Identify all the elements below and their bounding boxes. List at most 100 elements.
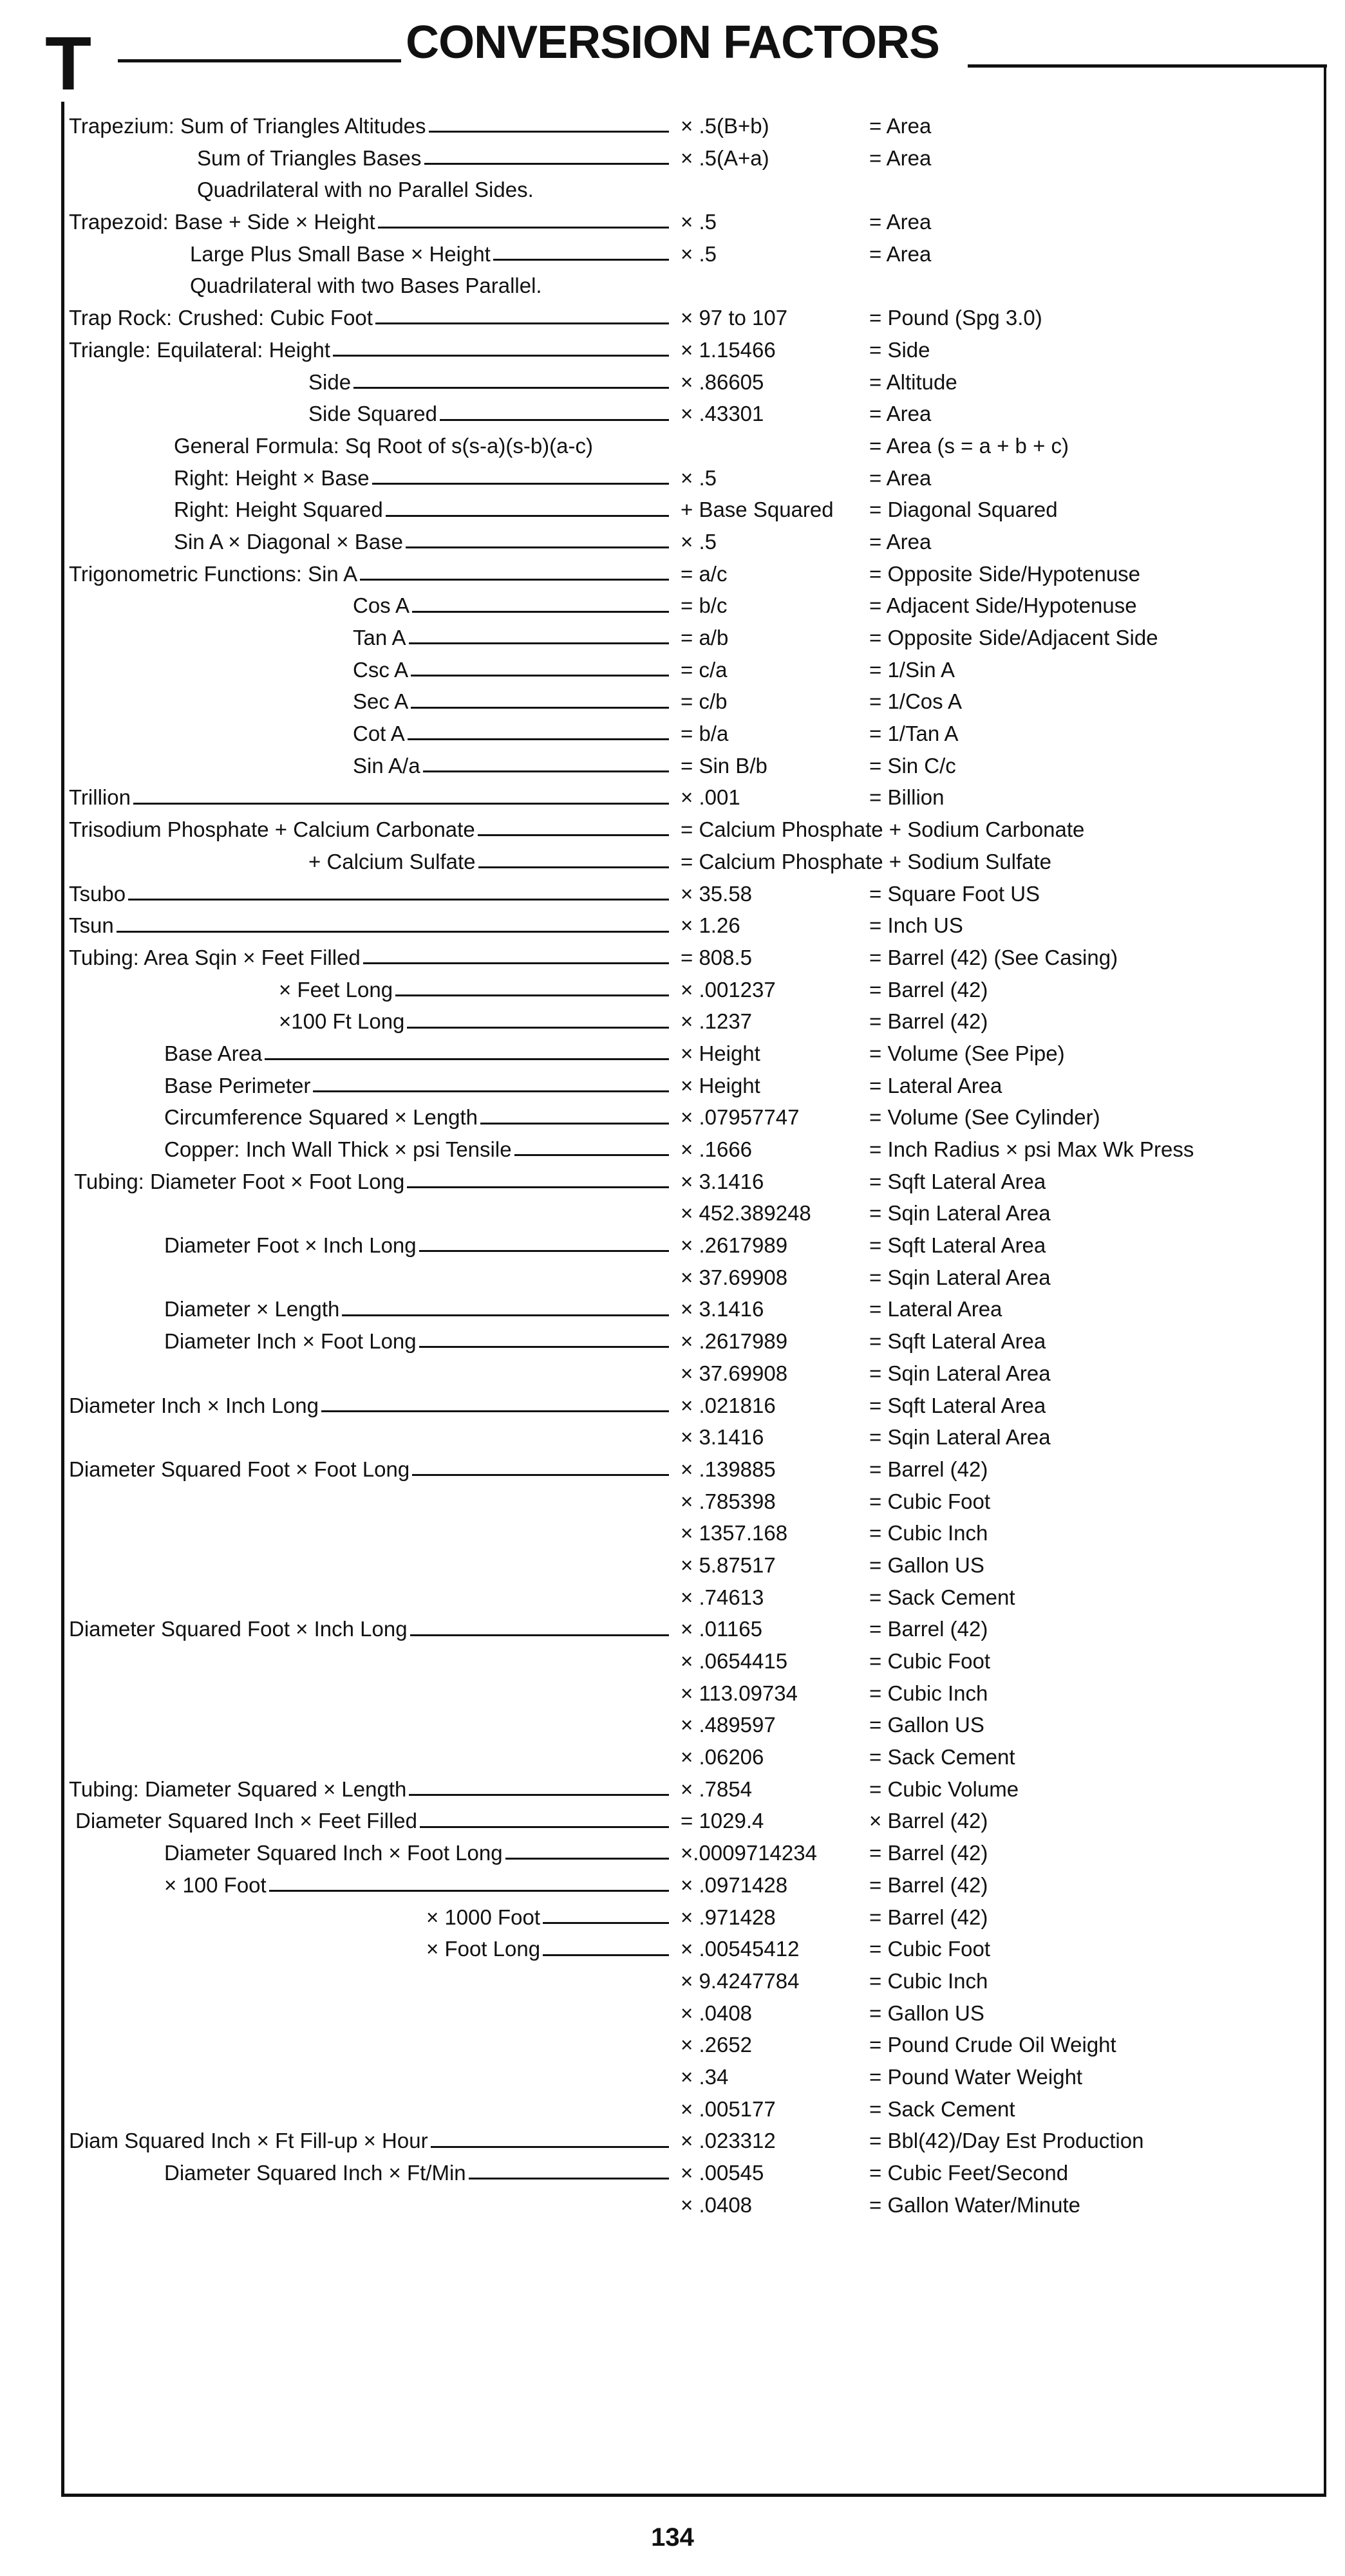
table-row: Tubing: Diameter Foot × Foot Long × 3.141… — [69, 1166, 1324, 1198]
table-row: × .0408 = Gallon US — [69, 1997, 1324, 2030]
table-row: Side Squared × .43301 = Area — [69, 398, 1324, 430]
table-row: + Calcium Sulfate = Calcium Phosphate + S… — [69, 846, 1324, 878]
table-row: × .005177 = Sack Cement — [69, 2093, 1324, 2125]
leader-dashes — [412, 1474, 669, 1477]
row-label: Large Plus Small Base × Height — [190, 241, 491, 266]
row-label: Sum of Triangles Bases — [197, 145, 422, 170]
leader-dashes — [468, 2178, 669, 2180]
row-result: = Area — [869, 210, 932, 234]
row-label: Diameter Foot × Inch Long — [164, 1233, 417, 1258]
leader-dashes — [333, 355, 669, 357]
row-factor: × .00545412 — [681, 1937, 800, 1961]
leader-dashes — [420, 1825, 669, 1828]
table-row: Tsun × 1.26 = Inch US — [69, 910, 1324, 942]
row-label: Diameter Squared Foot × Foot Long — [69, 1457, 410, 1481]
table-row: Side × .86605 = Altitude — [69, 366, 1324, 398]
row-label: Diameter × Length — [164, 1297, 340, 1321]
table-row: × .0408 = Gallon Water/Minute — [69, 2189, 1324, 2221]
row-result: = Square Foot US — [869, 881, 1040, 906]
row-label-group: Base Area — [164, 1038, 669, 1070]
row-label: Trisodium Phosphate + Calcium Carbonate — [69, 817, 475, 842]
table-row: × 3.1416 = Sqin Lateral Area — [69, 1421, 1324, 1453]
table-row: Diameter Squared Inch × Ft/Min × .00545 = … — [69, 2157, 1324, 2189]
row-label-group: Diameter Squared Foot × Foot Long — [69, 1453, 669, 1486]
row-label-group: Diameter Foot × Inch Long — [164, 1229, 669, 1262]
row-result: = Barrel (42) — [869, 1009, 988, 1034]
table-row: × 37.69908 = Sqin Lateral Area — [69, 1262, 1324, 1294]
row-result: = Gallon US — [869, 1713, 984, 1737]
frame-left — [61, 102, 64, 2496]
leader-dashes — [353, 386, 669, 389]
row-result: = Sqin Lateral Area — [869, 1361, 1051, 1385]
row-result: = Area — [869, 241, 932, 266]
row-result: = Adjacent Side/Hypotenuse — [869, 593, 1137, 618]
row-label: Diam Squared Inch × Ft Fill-up × Hour — [69, 2129, 428, 2153]
leader-dashes — [360, 578, 669, 581]
row-result: = Barrel (42) — [869, 1872, 988, 1897]
table-row: Diameter Inch × Inch Long × .021816 = Sqft… — [69, 1390, 1324, 1422]
leader-dashes — [313, 1090, 669, 1092]
row-label-group: × Feet Long — [279, 974, 669, 1006]
row-label: Base Perimeter — [164, 1073, 311, 1097]
leader-dashes — [409, 1794, 669, 1797]
row-label: Base Area — [164, 1041, 263, 1065]
table-row: × 5.87517 = Gallon US — [69, 1549, 1324, 1582]
title-rule-right — [968, 64, 1327, 68]
table-row: × 9.4247784 = Cubic Inch — [69, 1965, 1324, 1997]
row-label-group: Triangle: Equilateral: Height — [69, 334, 669, 366]
table-row: × 37.69908 = Sqin Lateral Area — [69, 1358, 1324, 1390]
row-factor: × .971428 — [681, 1905, 776, 1929]
table-row: × 452.389248 = Sqin Lateral Area — [69, 1197, 1324, 1229]
row-label: Side Squared — [308, 402, 437, 426]
row-label-group: Circumference Squared × Length — [164, 1101, 669, 1134]
row-result: = Cubic Foot — [869, 1649, 991, 1673]
row-label: Cot A — [353, 722, 405, 746]
row-factor: × .7854 — [681, 1777, 753, 1801]
row-factor: × .785398 — [681, 1489, 776, 1513]
row-result: = Bbl(42)/Day Est Production — [869, 2129, 1144, 2153]
row-result: = Area — [869, 145, 932, 170]
leader-dashes — [412, 610, 669, 613]
leader-dashes — [543, 1921, 669, 1924]
row-label: Tsun — [69, 913, 114, 938]
leader-dashes — [419, 1250, 669, 1253]
row-result: = Area — [869, 402, 932, 426]
leader-dashes — [478, 866, 669, 869]
row-label-group: Cot A — [353, 718, 669, 750]
frame-right — [1324, 64, 1326, 2496]
row-factor: × .1666 — [681, 1137, 753, 1161]
row-label-group: Diameter Inch × Inch Long — [69, 1390, 669, 1422]
row-label: Trap Rock: Crushed: Cubic Foot — [69, 306, 373, 330]
row-result: = Billion — [869, 785, 945, 810]
row-factor: × .0408 — [681, 2192, 753, 2217]
table-row: Right: Height Squared + Base Squared = Dia… — [69, 494, 1324, 526]
row-label-group: Large Plus Small Base × Height — [190, 238, 669, 270]
row-label-group: Quadrilateral with no Parallel Sides. — [197, 174, 534, 206]
row-result: = Sqin Lateral Area — [869, 1201, 1051, 1226]
table-row: Trisodium Phosphate + Calcium Carbonate =… — [69, 814, 1324, 846]
row-label-group: Tan A — [353, 622, 669, 654]
table-row: Cot A = b/a = 1/Tan A — [69, 718, 1324, 750]
row-label: Diameter Squared Foot × Inch Long — [69, 1617, 408, 1641]
row-result: = 1/Sin A — [869, 657, 955, 682]
leader-dashes — [385, 514, 669, 517]
row-label: Tan A — [353, 626, 406, 649]
row-label-group: Right: Height × Base — [174, 462, 669, 494]
row-label-group: Side Squared — [308, 398, 669, 430]
row-factor: = 1029.4 — [681, 1809, 764, 1833]
table-row: Large Plus Small Base × Height × .5 = Area — [69, 238, 1324, 270]
row-result: = Gallon US — [869, 1553, 984, 1577]
table-row: Tan A = a/b = Opposite Side/Adjacent Side — [69, 622, 1324, 654]
leader-dashes — [505, 1858, 669, 1860]
row-label: Tubing: Diameter Squared × Length — [69, 1777, 407, 1801]
leader-dashes — [424, 163, 669, 165]
table-row: × .06206 = Sack Cement — [69, 1741, 1324, 1773]
row-result: = Sqin Lateral Area — [869, 1425, 1051, 1450]
leader-dashes — [342, 1314, 669, 1316]
table-row: Sec A = c/b = 1/Cos A — [69, 686, 1324, 718]
row-factor: × 37.69908 — [681, 1265, 788, 1289]
row-factor: × .5(B+b) — [681, 114, 769, 138]
row-factor: × 5.87517 — [681, 1553, 776, 1577]
row-label-group: Cos A — [353, 590, 669, 622]
table-row: Right: Height × Base × .5 = Area — [69, 462, 1324, 494]
